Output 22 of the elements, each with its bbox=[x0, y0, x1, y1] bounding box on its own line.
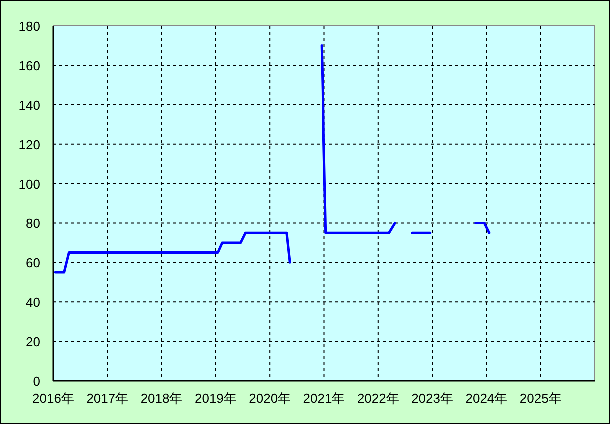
x-tick-label: 2016年 bbox=[32, 391, 74, 406]
x-tick-label: 2020年 bbox=[249, 391, 292, 406]
x-tick-label: 2017年 bbox=[86, 391, 129, 406]
y-tick-label: 0 bbox=[33, 374, 40, 389]
x-tick-label: 2022年 bbox=[357, 391, 400, 406]
y-tick-label: 60 bbox=[26, 256, 40, 271]
y-tick-label: 40 bbox=[26, 295, 40, 310]
x-tick-label: 2025年 bbox=[520, 391, 562, 406]
line-series bbox=[320, 44, 396, 234]
line-series bbox=[54, 232, 292, 274]
x-tick-label: 2023年 bbox=[412, 391, 454, 406]
y-tick-label: 160 bbox=[18, 58, 40, 74]
y-tick-label: 140 bbox=[18, 98, 40, 113]
y-tick-label: 100 bbox=[18, 176, 40, 192]
x-tick-label: 2021年 bbox=[303, 391, 346, 406]
y-tick-label: 20 bbox=[26, 334, 40, 350]
y-tick-label: 80 bbox=[26, 216, 40, 232]
y-tick-label: 120 bbox=[18, 137, 40, 152]
x-tick-label: 2018年 bbox=[140, 391, 183, 406]
x-tick-label: 2024年 bbox=[466, 391, 508, 406]
x-tick-label: 2019年 bbox=[194, 391, 237, 406]
y-tick-label: 180 bbox=[18, 19, 40, 34]
